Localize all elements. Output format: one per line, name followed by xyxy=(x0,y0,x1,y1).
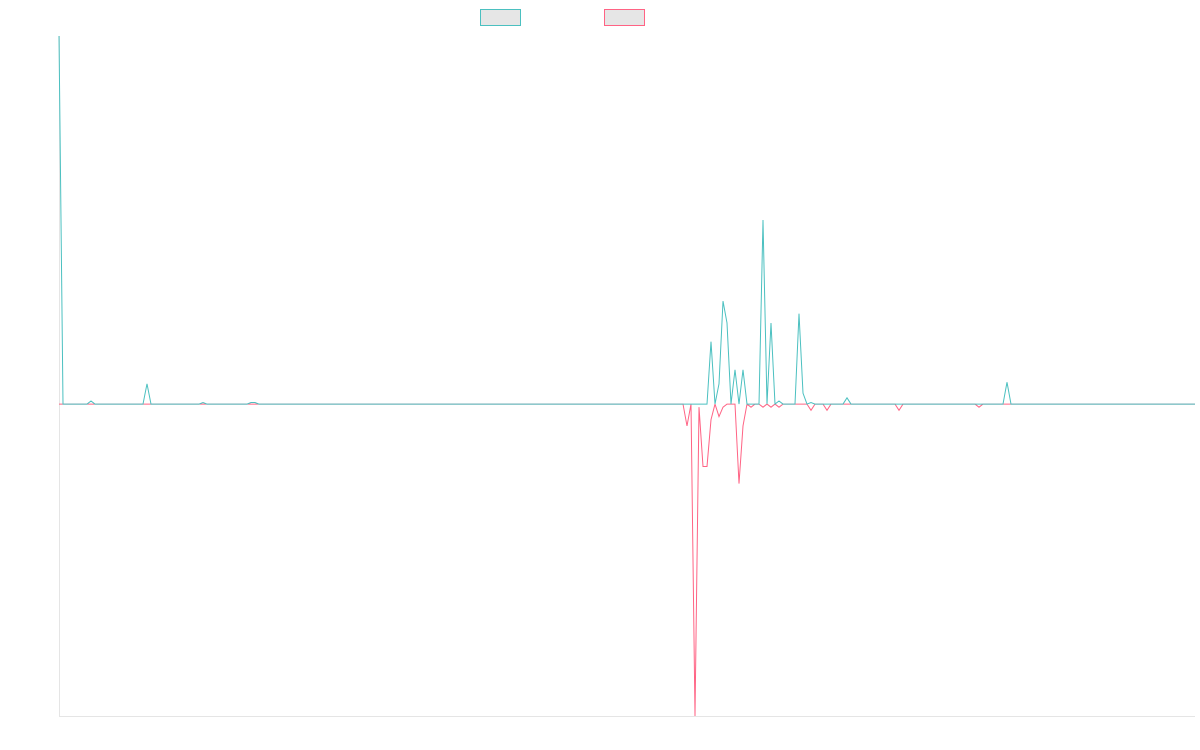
series-1-line[interactable] xyxy=(58,35,1195,406)
legend-swatch-series-2 xyxy=(604,9,645,26)
axes xyxy=(59,36,1195,717)
legend-item-series-2[interactable] xyxy=(604,9,645,26)
legend-swatch-series-1 xyxy=(480,9,521,26)
legend xyxy=(480,9,645,26)
series-2-line[interactable] xyxy=(59,402,1195,717)
plot-area xyxy=(58,35,1195,717)
legend-item-series-1[interactable] xyxy=(480,9,521,26)
